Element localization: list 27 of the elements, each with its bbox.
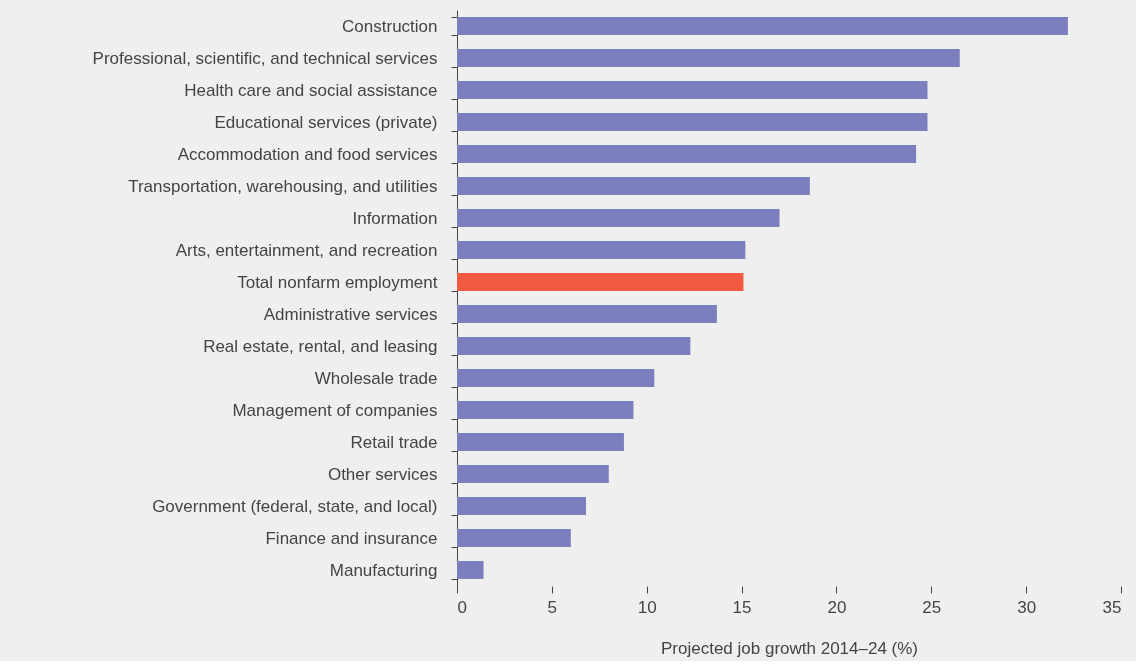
y-tick-label: Real estate, rental, and leasing bbox=[203, 336, 438, 356]
y-tick-label: Administrative services bbox=[263, 304, 438, 324]
x-axis-title: Projected job growth 2014–24 (%) bbox=[660, 638, 919, 658]
y-tick-label: Health care and social assistance bbox=[184, 80, 438, 100]
y-tick-label: Other services bbox=[327, 464, 438, 484]
y-tick-label: Finance and insurance bbox=[265, 528, 438, 548]
y-tick-label: Retail trade bbox=[350, 432, 438, 452]
y-tick-label: Total nonfarm employment bbox=[237, 272, 438, 292]
x-tick-label: 0 bbox=[457, 597, 467, 617]
y-tick-label: Information bbox=[352, 208, 438, 228]
y-tick-label: Manufacturing bbox=[329, 560, 438, 580]
x-tick-label: 25 bbox=[922, 597, 942, 617]
y-tick-label: Professional, scientific, and technical services bbox=[92, 48, 438, 68]
x-tick-label: 35 bbox=[1102, 597, 1122, 617]
x-tick-label: 15 bbox=[732, 597, 752, 617]
x-tick-label: 20 bbox=[827, 597, 847, 617]
y-tick-label: Government (federal, state, and local) bbox=[152, 496, 438, 516]
y-tick-label: Accommodation and food services bbox=[177, 144, 438, 164]
x-tick-label: 10 bbox=[637, 597, 657, 617]
y-tick-label: Construction bbox=[342, 16, 438, 36]
y-tick-label: Arts, entertainment, and recreation bbox=[175, 240, 438, 260]
y-tick-label: Management of companies bbox=[232, 400, 438, 420]
y-tick-label: Transportation, warehousing, and utilities bbox=[128, 176, 438, 196]
y-tick-label: Wholesale trade bbox=[314, 368, 438, 388]
x-tick-label: 30 bbox=[1017, 597, 1037, 617]
x-tick-label: 5 bbox=[547, 597, 558, 617]
y-tick-label: Educational services (private) bbox=[214, 112, 438, 132]
